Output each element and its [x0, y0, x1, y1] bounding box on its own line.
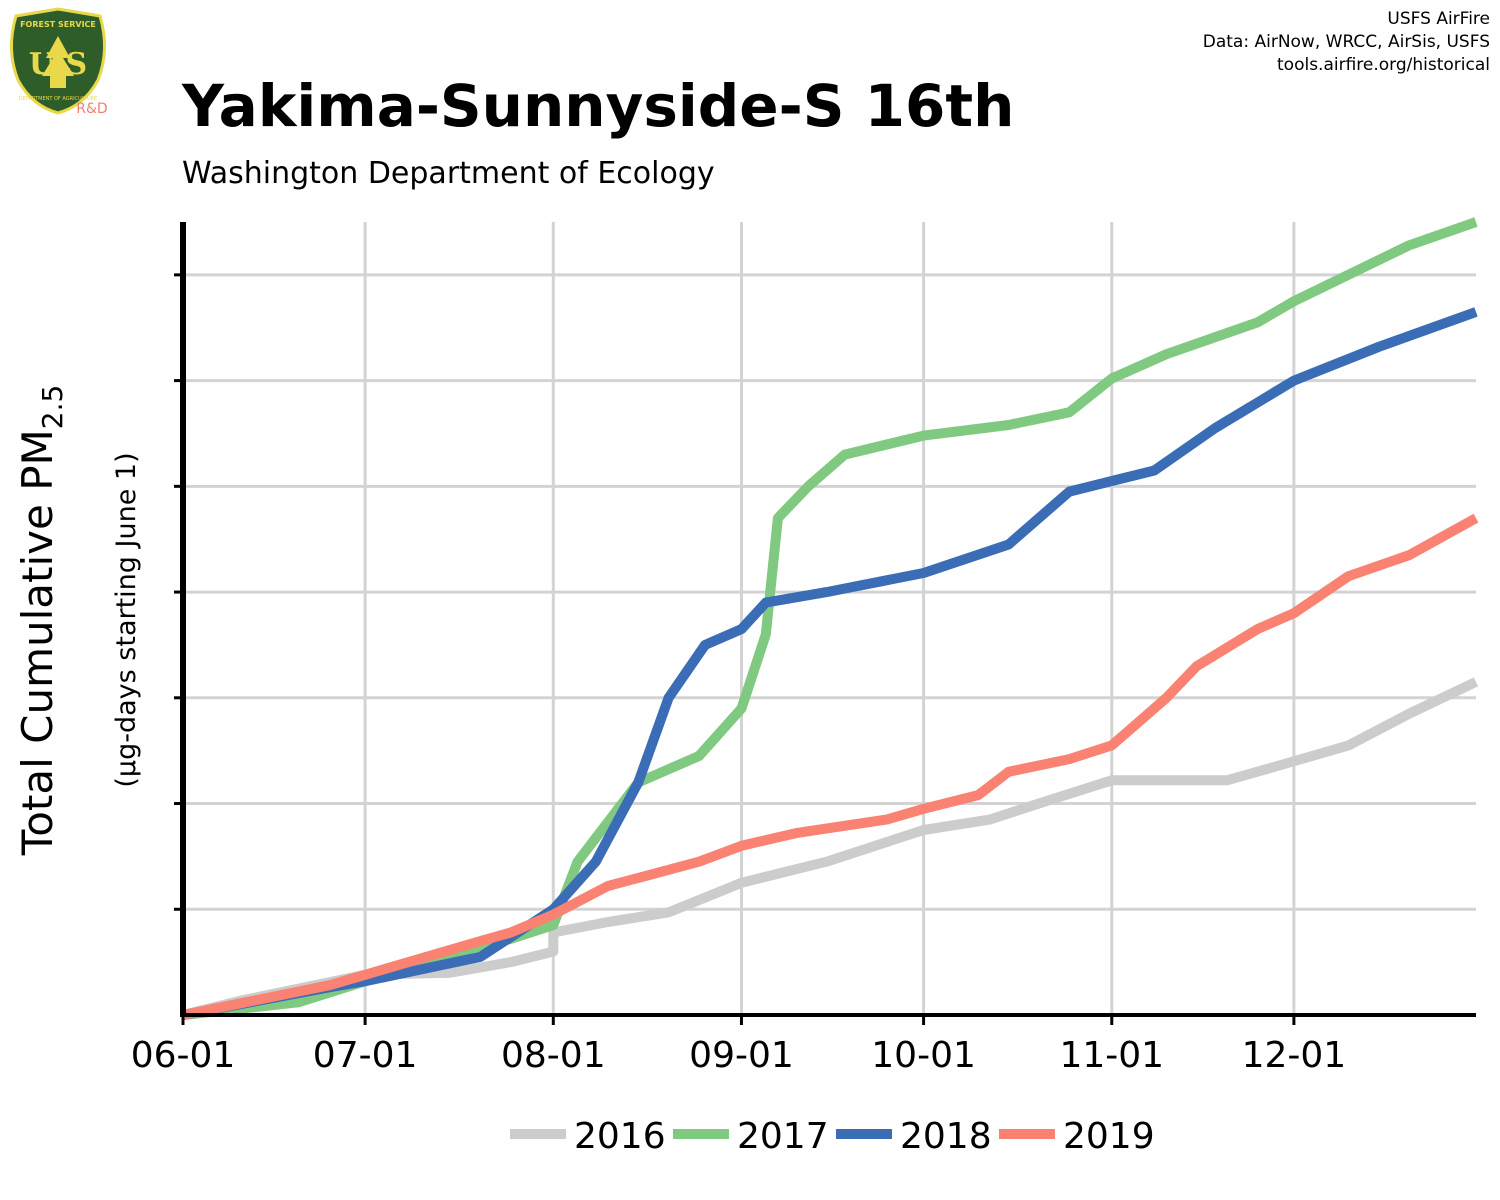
- logo-top-text: FOREST SERVICE: [20, 20, 96, 29]
- x-tick-label: 06-01: [131, 1035, 236, 1076]
- x-tick-label: 10-01: [871, 1035, 976, 1076]
- logo-letters: U S: [29, 47, 87, 82]
- credit-source: USFS AirFire: [1387, 9, 1490, 29]
- x-tick-label: 08-01: [501, 1035, 606, 1076]
- page-subtitle: Washington Department of Ecology: [182, 156, 715, 191]
- y-axis-label: Total Cumulative PM2.5: [13, 385, 69, 857]
- series-line-2016: [181, 677, 1479, 1020]
- legend-label-2019: 2019: [1063, 1116, 1155, 1157]
- x-tick-label: 12-01: [1242, 1035, 1347, 1076]
- x-tick-label: 11-01: [1059, 1035, 1164, 1076]
- legend-label-2018: 2018: [900, 1116, 992, 1157]
- logo-rd-label: R&D: [76, 101, 107, 117]
- credit-url: tools.airfire.org/historical: [1277, 55, 1490, 75]
- y-axis-note: (µg-days starting June 1): [111, 452, 142, 787]
- logo-bottom-text: DEPARTMENT OF AGRICULTURE: [19, 96, 97, 102]
- x-tick-label: 09-01: [689, 1035, 794, 1076]
- series-line-2018: [182, 307, 1478, 1020]
- legend-label-2017: 2017: [737, 1116, 829, 1157]
- forest-service-logo: FOREST SERVICE U S DEPARTMENT OF AGRICUL…: [9, 7, 108, 117]
- page-title: Yakima-Sunnyside-S 16th: [182, 72, 1015, 140]
- series-line-2017: [182, 217, 1478, 1020]
- svg-text:Total Cumulative PM2.5: Total Cumulative PM2.5: [13, 385, 69, 857]
- x-tick-label: 07-01: [313, 1035, 418, 1076]
- y-axis-label-subscript: 2.5: [36, 385, 69, 430]
- credit-data: Data: AirNow, WRCC, AirSis, USFS: [1202, 32, 1490, 52]
- y-axis-label-main: Total Cumulative PM: [13, 429, 62, 856]
- series-line-2019: [182, 513, 1479, 1020]
- legend-label-2016: 2016: [574, 1116, 666, 1157]
